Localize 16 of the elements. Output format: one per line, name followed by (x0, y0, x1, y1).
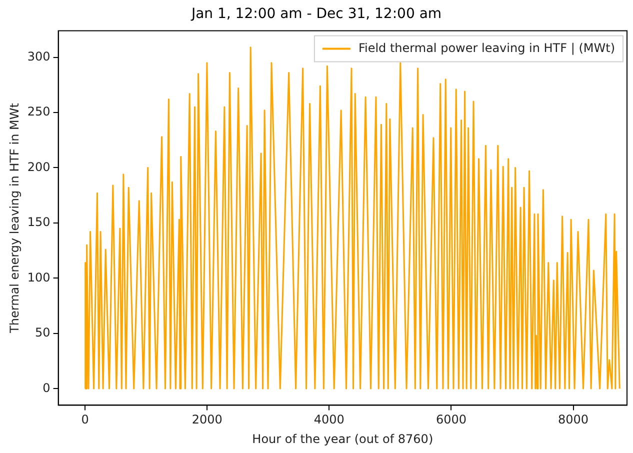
x-tick-label: 8000 (558, 412, 589, 427)
y-tick-label: 0 (42, 380, 50, 395)
x-tick-label: 0 (81, 412, 89, 427)
y-axis-title: Thermal energy leaving in HTF in MWt (7, 102, 22, 334)
x-axis-title: Hour of the year (out of 8760) (252, 432, 434, 446)
x-tick-label: 6000 (436, 412, 466, 427)
y-tick-label: 50 (35, 326, 50, 340)
y-tick-label: 100 (27, 270, 50, 284)
y-tick-label: 300 (27, 49, 50, 64)
x-tick-label: 2000 (192, 412, 222, 427)
legend-label: Field thermal power leaving in HTF | (MWt) (358, 40, 616, 55)
y-tick-label: 150 (27, 215, 50, 230)
y-tick-label: 200 (27, 160, 50, 174)
x-tick-label: 4000 (314, 412, 344, 427)
chart-title: Jan 1, 12:00 am - Dec 31, 12:00 am (190, 6, 442, 22)
y-tick-label: 250 (27, 104, 50, 119)
